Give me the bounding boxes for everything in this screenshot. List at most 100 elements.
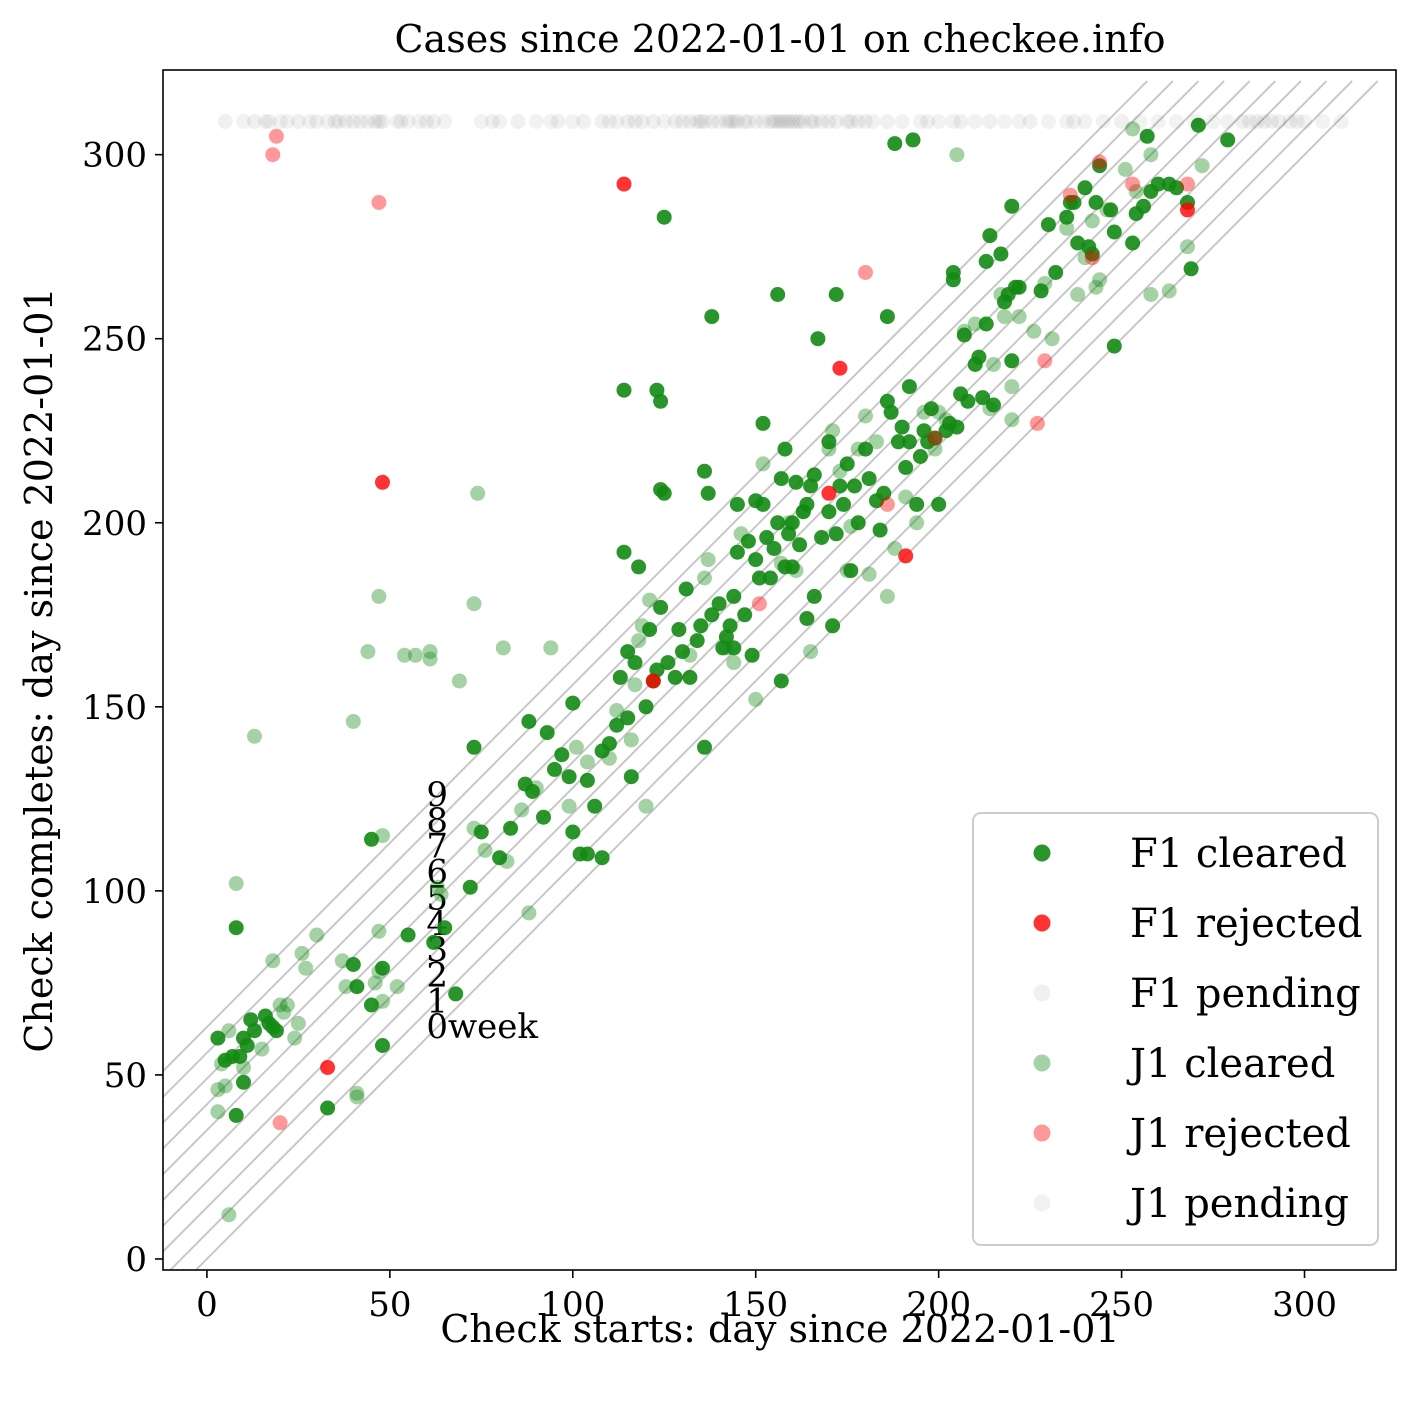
data-point: [718, 640, 734, 656]
data-point: [945, 272, 961, 288]
data-point: [770, 114, 786, 129]
data-point: [821, 485, 837, 501]
data-point: [294, 945, 310, 961]
legend-item: F1 cleared: [1033, 831, 1347, 877]
data-point: [309, 927, 325, 943]
data-point: [1180, 202, 1195, 218]
data-point: [784, 114, 800, 129]
data-point: [1070, 287, 1086, 302]
data-point: [799, 611, 815, 626]
data-point: [828, 526, 844, 542]
legend: F1 cleared F1 rejected F1 pending J1 cleare…: [972, 812, 1379, 1246]
data-point: [426, 114, 442, 129]
data-point: [367, 114, 383, 129]
data-point: [349, 1085, 365, 1101]
data-point: [642, 592, 658, 608]
data-point: [1220, 114, 1236, 129]
data-point: [616, 544, 632, 560]
legend-marker: [1033, 984, 1051, 1002]
data-point: [751, 570, 767, 586]
data-point: [1092, 154, 1108, 170]
week-label-8: 8: [426, 801, 448, 841]
data-point: [1084, 246, 1100, 262]
x-tick-label: 250: [1089, 1285, 1154, 1325]
data-point: [700, 552, 716, 568]
chart-title: Cases since 2022-01-01 on checkee.info: [394, 17, 1165, 61]
data-point: [887, 541, 903, 556]
data-point: [587, 798, 603, 814]
data-point: [836, 496, 851, 512]
data-point: [609, 717, 625, 733]
data-point: [689, 114, 705, 129]
data-point: [371, 195, 387, 210]
data-point: [656, 485, 672, 501]
data-point: [1088, 195, 1104, 210]
data-point: [726, 655, 742, 671]
data-point: [492, 114, 508, 129]
data-point: [429, 879, 445, 895]
data-point: [426, 934, 442, 950]
data-point: [843, 114, 859, 129]
data-point: [473, 824, 489, 840]
data-point: [879, 309, 895, 325]
data-point: [609, 114, 625, 129]
data-point: [353, 114, 369, 129]
data-point: [309, 114, 325, 129]
data-point: [773, 673, 789, 689]
data-point: [1282, 114, 1298, 129]
data-point: [711, 596, 727, 612]
data-point: [814, 530, 830, 545]
data-point: [971, 349, 987, 365]
data-point: [781, 114, 797, 129]
data-point: [905, 132, 921, 148]
data-point: [828, 287, 844, 302]
data-point: [1117, 161, 1133, 177]
reference-line-week-0: [194, 80, 1379, 1270]
data-point: [986, 397, 1001, 413]
data-point: [839, 114, 855, 129]
data-point: [887, 136, 903, 152]
data-point: [697, 463, 712, 479]
x-tick-label: 300: [1272, 1285, 1337, 1325]
data-point: [729, 114, 745, 129]
data-point: [334, 953, 350, 969]
data-point: [561, 769, 577, 785]
data-point: [247, 728, 262, 744]
y-tick-label: 150: [82, 688, 147, 728]
data-point: [484, 114, 500, 129]
data-point: [1139, 128, 1155, 144]
legend-item: F1 rejected: [1033, 901, 1363, 947]
legend-item: J1 cleared: [1033, 1041, 1335, 1087]
data-point: [1136, 198, 1151, 214]
data-point: [865, 114, 881, 129]
data-point: [466, 596, 482, 612]
data-point: [847, 478, 862, 494]
data-point: [788, 474, 804, 490]
data-point: [803, 644, 819, 660]
data-point: [1011, 114, 1027, 129]
data-point: [1180, 176, 1195, 192]
data-point: [770, 287, 786, 302]
data-point: [217, 1078, 233, 1094]
data-point: [579, 846, 595, 862]
data-point: [1062, 187, 1078, 203]
data-point: [400, 927, 416, 943]
data-point: [722, 114, 738, 129]
data-point: [389, 979, 405, 995]
data-point: [1084, 213, 1100, 229]
series-j1-pending: [236, 114, 1349, 129]
data-point: [247, 114, 262, 129]
data-point: [579, 754, 595, 770]
data-point: [858, 408, 873, 424]
data-point: [748, 114, 764, 129]
data-point: [1095, 114, 1111, 129]
reference-line-week-1: [168, 80, 1353, 1270]
data-point: [682, 647, 698, 663]
data-point: [1125, 235, 1141, 251]
data-point: [956, 327, 972, 343]
data-point: [371, 114, 387, 129]
data-point: [894, 114, 910, 129]
data-point: [682, 114, 698, 129]
data-point: [261, 114, 277, 129]
data-point: [872, 522, 888, 538]
